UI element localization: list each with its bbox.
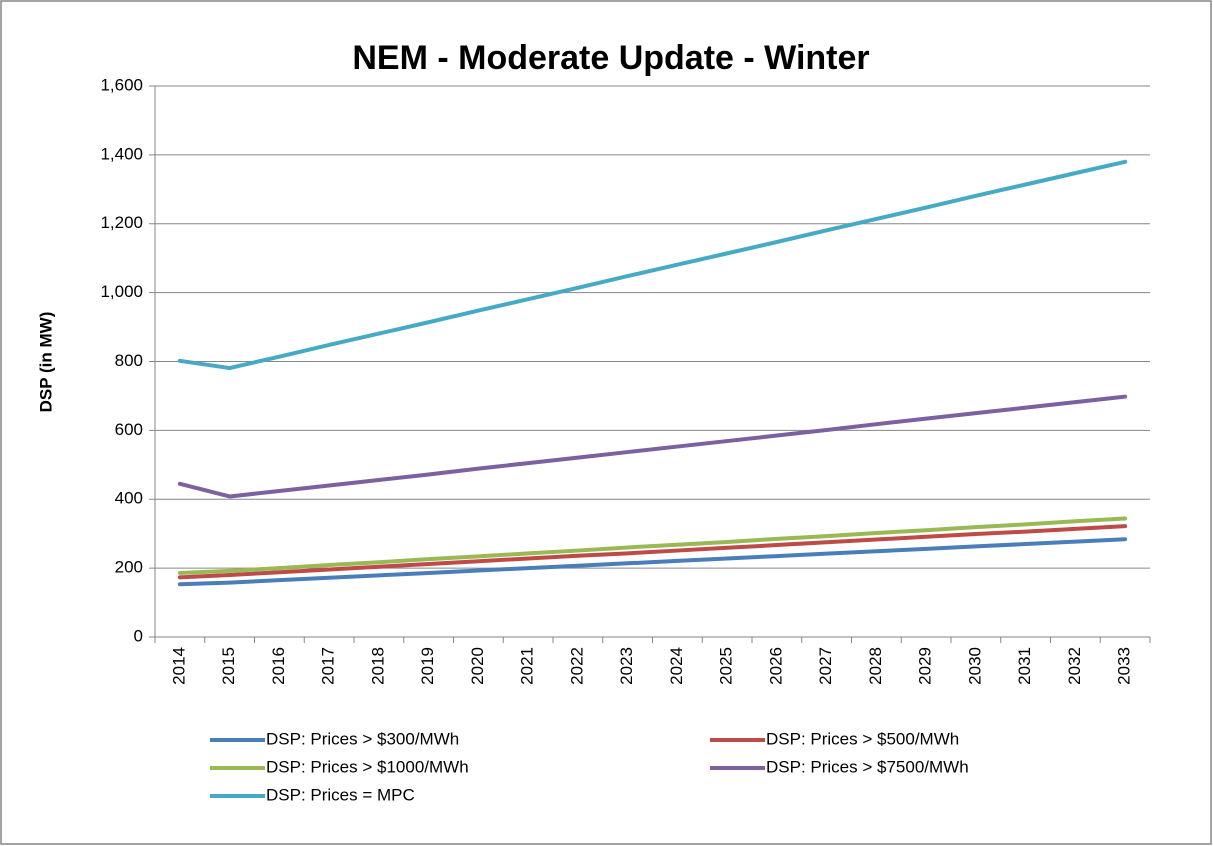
x-tick-label: 2018 <box>368 647 387 685</box>
x-tick-label: 2026 <box>766 647 785 685</box>
x-tick-label: 2027 <box>816 647 835 685</box>
x-tick-label: 2015 <box>219 647 238 685</box>
legend-label: DSP: Prices > $500/MWh <box>766 729 959 748</box>
legend-label: DSP: Prices > $1000/MWh <box>266 757 469 776</box>
x-tick-label: 2019 <box>418 647 437 685</box>
series-line <box>177 394 1128 499</box>
y-tick-label: 1,600 <box>100 75 143 94</box>
x-tick-label: 2022 <box>567 647 586 685</box>
y-tick-label: 600 <box>115 420 143 439</box>
y-tick-label: 400 <box>115 489 143 508</box>
legend-label: DSP: Prices = MPC <box>266 785 415 804</box>
x-tick-label: 2021 <box>518 647 537 685</box>
series-line <box>177 524 1128 580</box>
y-tick-label: 1,400 <box>100 144 143 163</box>
x-tick-label: 2032 <box>1065 647 1084 685</box>
x-tick-label: 2023 <box>617 647 636 685</box>
y-tick-label: 0 <box>134 626 143 645</box>
y-tick-label: 800 <box>115 351 143 370</box>
x-tick-label: 2020 <box>468 647 487 685</box>
legend-label: DSP: Prices > $300/MWh <box>266 729 459 748</box>
series-line <box>177 159 1128 371</box>
x-tick-label: 2029 <box>916 647 935 685</box>
chart-title: NEM - Moderate Update - Winter <box>352 39 869 77</box>
y-tick-label: 1,200 <box>100 213 143 232</box>
x-tick-label: 2030 <box>965 647 984 685</box>
y-tick-label: 1,000 <box>100 282 143 301</box>
x-tick-label: 2031 <box>1015 647 1034 685</box>
x-tick-label: 2016 <box>269 647 288 685</box>
legend-label: DSP: Prices > $7500/MWh <box>766 757 969 776</box>
series-line <box>177 537 1128 587</box>
series-line <box>177 516 1128 575</box>
x-tick-label: 2024 <box>667 647 686 685</box>
x-tick-label: 2033 <box>1115 647 1134 685</box>
x-tick-label: 2014 <box>169 647 188 685</box>
x-tick-label: 2017 <box>319 647 338 685</box>
y-axis-label: DSP (in MW) <box>36 312 55 413</box>
y-tick-label: 200 <box>115 558 143 577</box>
x-tick-label: 2025 <box>717 647 736 685</box>
x-tick-label: 2028 <box>866 647 885 685</box>
